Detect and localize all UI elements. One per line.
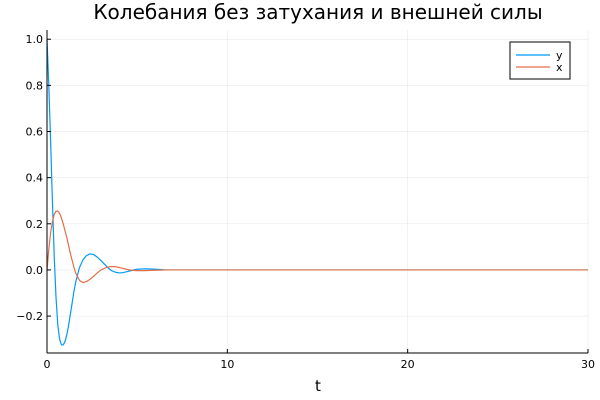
legend-label-y: y [556,49,563,62]
chart-title: Колебания без затухания и внешней силы [93,0,542,24]
x-tick-label: 30 [581,358,595,371]
y-tick-label: 0.6 [26,126,44,139]
x-tick-label: 10 [220,358,234,371]
series-layer [46,39,588,346]
y-tick-label: 0.4 [26,172,44,185]
x-tick-label: 0 [44,358,51,371]
legend-box [509,41,571,80]
legend: yx [509,41,571,80]
axes-layer: 0 10 20 30 −0.2 0.0 0.2 0.4 0.6 0.8 1.0 [16,30,595,371]
y-tick-label: 1.0 [26,33,44,46]
y-tick-label: −0.2 [16,310,43,323]
y-tick-label: 0.0 [26,264,44,277]
y-tick-label: 0.8 [26,79,44,92]
y-tick-label: 0.2 [26,218,44,231]
x-tick-label: 20 [401,358,415,371]
legend-label-x: x [556,61,563,74]
grid-layer [46,30,589,353]
x-axis-label: t [315,377,321,395]
series-line-x [46,210,588,284]
